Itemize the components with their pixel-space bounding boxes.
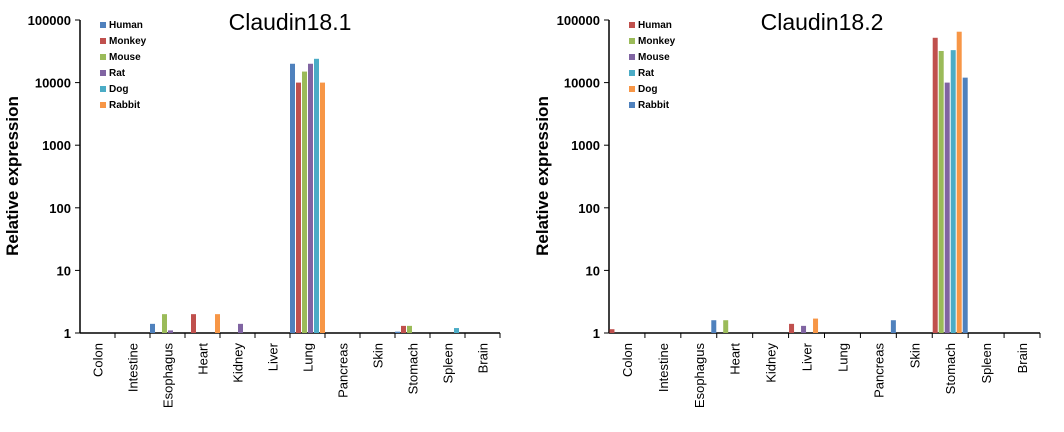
y-tick-label: 10 [57,263,71,278]
bar-dog-liver [813,318,819,333]
y-tick-label: 100 [578,201,600,216]
x-tick-label: Intestine [126,343,141,392]
bar-human-esophagus [150,323,155,333]
x-tick-label: Liver [800,342,815,371]
x-tick-label: Liver [266,342,281,371]
bar-rabbit-pancreas [890,320,896,333]
chart-title: Claudin18.2 [761,9,884,35]
y-axis-label: Relative expression [3,96,22,256]
legend-swatch-mouse [629,54,635,60]
legend-label-monkey: Monkey [638,36,676,47]
legend-swatch-human [100,22,106,28]
y-tick-label: 100000 [557,13,600,28]
y-tick-label: 1000 [571,138,600,153]
bar-monkey-stomach [938,50,944,334]
y-tick-label: 100000 [28,13,71,28]
bar-human-stomach [395,331,400,333]
legend-label-rat: Rat [638,68,655,79]
legend-swatch-human [629,22,635,28]
x-tick-label: Colon [91,343,106,377]
bar-rat-stomach [950,50,956,334]
legend-label-monkey: Monkey [109,36,147,47]
legend-swatch-monkey [100,38,106,44]
bar-rat-lung [308,63,313,333]
legend-swatch-rabbit [100,102,106,108]
bar-monkey-heart [191,314,196,333]
y-tick-label: 10000 [564,76,600,91]
x-tick-label: Kidney [231,343,246,383]
bar-rat-esophagus [168,330,173,333]
bar-dog-lung [314,58,319,334]
x-tick-label: Pancreas [336,343,351,398]
bar-mouse-liver [801,325,807,333]
bar-rabbit-heart [215,314,220,333]
legend-label-rat: Rat [109,68,126,79]
x-tick-label: Esophagus [161,343,176,409]
legend-label-rabbit: Rabbit [638,100,670,111]
bar-human-lung [290,63,295,333]
x-tick-label: Heart [728,343,743,375]
bar-dog-spleen [454,328,459,333]
bar-rabbit-esophagus [711,320,717,333]
x-tick-label: Pancreas [871,343,886,398]
bar-mouse-stomach [944,82,950,333]
y-tick-label: 1000 [42,138,71,153]
bar-rabbit-stomach [962,77,968,334]
x-tick-label: Brain [1015,343,1030,373]
bar-human-stomach [932,37,938,333]
bar-human-colon [609,329,615,333]
bar-rat-kidney [238,323,243,333]
legend-label-rabbit: Rabbit [109,100,141,111]
x-tick-label: Skin [907,343,922,368]
y-axis-label: Relative expression [533,96,552,256]
bar-mouse-stomach [407,325,412,333]
y-tick-label: 10 [586,263,600,278]
x-tick-label: Brain [476,343,491,373]
bar-monkey-heart [723,320,729,333]
legend-label-dog: Dog [109,84,128,95]
legend-label-mouse: Mouse [638,52,670,63]
x-tick-label: Stomach [943,343,958,394]
x-tick-label: Spleen [979,343,994,383]
x-tick-label: Skin [371,343,386,368]
legend-label-human: Human [109,20,143,31]
y-tick-label: 1 [593,326,600,341]
bar-human-liver [789,323,795,333]
legend-label-mouse: Mouse [109,52,141,63]
legend-label-dog: Dog [638,84,657,95]
x-tick-label: Intestine [656,343,671,392]
x-tick-label: Heart [196,343,211,375]
bar-rabbit-lung [320,82,325,333]
y-tick-label: 100 [49,201,71,216]
legend-swatch-rat [629,70,635,76]
legend-label-human: Human [638,20,672,31]
x-tick-label: Lung [301,343,316,372]
y-tick-label: 1 [64,326,71,341]
legend-swatch-dog [629,86,635,92]
x-tick-label: Colon [620,343,635,377]
x-tick-label: Lung [835,343,850,372]
x-tick-label: Kidney [764,343,779,383]
legend-swatch-mouse [100,54,106,60]
bar-mouse-esophagus [162,314,167,333]
legend-swatch-monkey [629,38,635,44]
x-tick-label: Stomach [406,343,421,394]
bar-mouse-lung [302,71,307,333]
y-tick-label: 10000 [35,76,71,91]
x-tick-label: Esophagus [692,343,707,409]
bar-monkey-lung [296,82,301,333]
bar-monkey-stomach [401,325,406,333]
legend-swatch-rabbit [629,102,635,108]
legend-swatch-rat [100,70,106,76]
x-tick-label: Spleen [441,343,456,383]
chart-title: Claudin18.1 [229,9,352,35]
legend-swatch-dog [100,86,106,92]
bar-dog-stomach [956,31,962,334]
